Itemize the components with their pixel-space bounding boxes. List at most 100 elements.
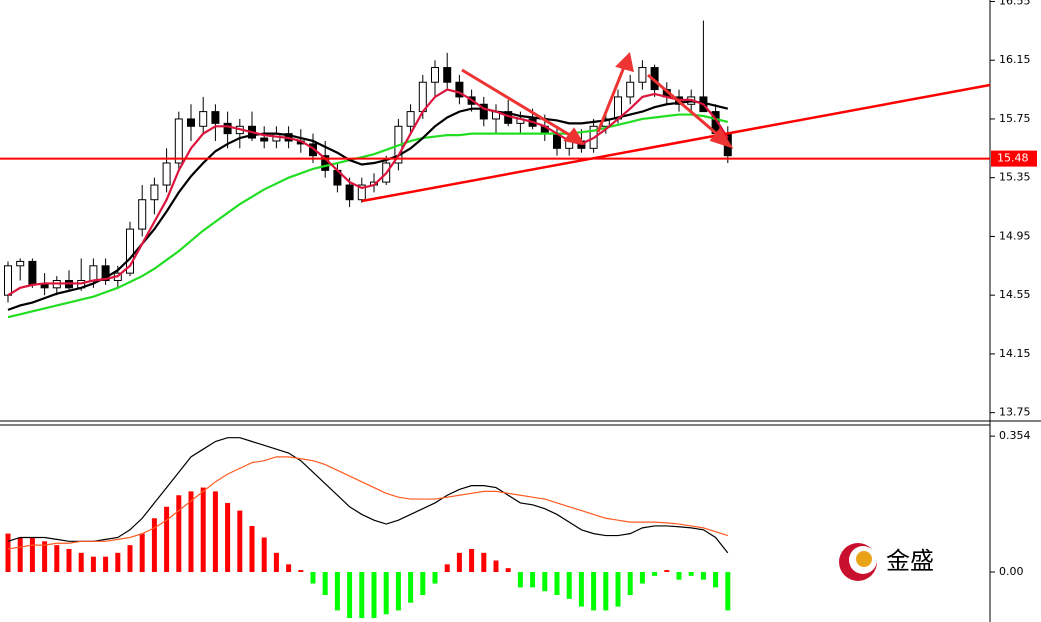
histogram-bar xyxy=(652,572,658,576)
histogram-bar xyxy=(273,552,279,573)
histogram-bar xyxy=(566,572,572,599)
histogram-bar xyxy=(700,572,706,580)
histogram-bar xyxy=(66,548,72,573)
candle-body xyxy=(260,137,269,142)
histogram-bar xyxy=(469,548,475,573)
histogram-bar xyxy=(481,552,487,573)
histogram-bar xyxy=(615,572,621,607)
histogram-bar xyxy=(554,572,560,596)
candle-body xyxy=(345,184,354,201)
candle-body xyxy=(126,228,134,274)
candle-body xyxy=(223,122,232,135)
candle-body xyxy=(162,162,171,186)
histogram-bar xyxy=(517,572,523,588)
candle-body xyxy=(150,184,159,201)
histogram-bar xyxy=(103,556,109,573)
histogram-bar xyxy=(90,556,96,573)
histogram-bar xyxy=(493,560,499,573)
histogram-bar xyxy=(54,545,60,573)
histogram-bar xyxy=(29,537,35,573)
y-tick-label: 16.55 xyxy=(999,0,1031,7)
moving-average xyxy=(7,88,729,297)
y-tick-label: 0.354 xyxy=(999,429,1031,442)
candle-body xyxy=(443,67,452,83)
histogram-bar xyxy=(530,572,536,588)
price-label-box xyxy=(991,150,1037,167)
histogram-bar xyxy=(359,572,365,619)
histogram-bar xyxy=(627,572,633,596)
candle-body xyxy=(28,260,37,286)
histogram-bar xyxy=(639,572,645,584)
candle-body xyxy=(4,265,12,296)
histogram-bar xyxy=(164,506,170,573)
arrows xyxy=(461,51,734,149)
histogram-bar xyxy=(688,572,694,576)
histogram-bar xyxy=(322,572,328,596)
histogram-bar xyxy=(212,491,218,573)
histogram-bar xyxy=(261,537,267,573)
histogram-bar xyxy=(664,570,670,573)
histogram-bar xyxy=(383,572,389,615)
candle-body xyxy=(138,199,147,230)
candle-body xyxy=(455,81,464,98)
watermark: 金盛 xyxy=(886,547,934,575)
candle-body xyxy=(309,143,317,157)
candle-body xyxy=(431,67,439,83)
candle-body xyxy=(638,67,647,83)
histogram-bar xyxy=(505,568,511,573)
price-label: 15.48 xyxy=(997,152,1029,165)
histogram-bar xyxy=(676,572,682,580)
candle-body xyxy=(211,111,220,124)
y-tick-label: 0.00 xyxy=(999,565,1024,578)
histogram-bar xyxy=(713,572,719,588)
histogram-bar xyxy=(395,572,401,611)
histogram-bar xyxy=(310,572,316,584)
candle-body xyxy=(16,260,25,267)
histogram-bar xyxy=(139,533,145,573)
histogram-bar xyxy=(237,510,243,573)
histogram-bar xyxy=(725,572,731,611)
candle-body xyxy=(406,111,415,127)
histogram-bar xyxy=(298,570,304,573)
histogram-bar xyxy=(115,552,121,573)
macd-line xyxy=(7,456,728,550)
candle-body xyxy=(174,118,183,164)
logo: 金盛 xyxy=(839,543,934,581)
candle-body xyxy=(479,103,488,120)
histogram-bar xyxy=(151,518,157,573)
histogram-bar xyxy=(334,572,340,611)
y-tick-label: 16.15 xyxy=(999,53,1031,66)
y-tick-label: 15.75 xyxy=(999,112,1031,125)
histogram-bar xyxy=(5,533,11,573)
histogram-bar xyxy=(127,545,133,573)
histogram-bar xyxy=(225,502,231,573)
histogram-bar xyxy=(591,572,597,611)
histogram-bar xyxy=(578,572,584,607)
candle-body xyxy=(626,81,635,98)
histogram-bar xyxy=(42,541,48,573)
histogram-bar xyxy=(347,572,353,619)
candle-body xyxy=(357,184,366,201)
histogram-bar xyxy=(78,552,84,573)
histogram-bar xyxy=(286,564,292,573)
y-tick-label: 14.95 xyxy=(999,229,1031,242)
histogram-bar xyxy=(420,572,426,596)
histogram-bar xyxy=(371,572,377,619)
histogram-bar xyxy=(17,537,23,573)
y-tick-label: 15.35 xyxy=(999,171,1031,184)
histogram-bar xyxy=(188,491,194,573)
histogram-bar xyxy=(603,572,609,611)
histogram-bar xyxy=(444,564,450,573)
y-tick-label: 14.15 xyxy=(999,347,1031,360)
candle-body xyxy=(89,265,98,281)
histogram-bar xyxy=(200,487,206,573)
histogram-bar xyxy=(408,572,414,603)
histogram-bar xyxy=(542,572,548,592)
candle-body xyxy=(101,265,110,281)
candle-body xyxy=(187,118,195,127)
macd-line xyxy=(7,437,729,554)
trend-line xyxy=(361,83,991,203)
histogram-bar xyxy=(432,572,438,584)
y-tick-label: 14.55 xyxy=(999,288,1031,301)
